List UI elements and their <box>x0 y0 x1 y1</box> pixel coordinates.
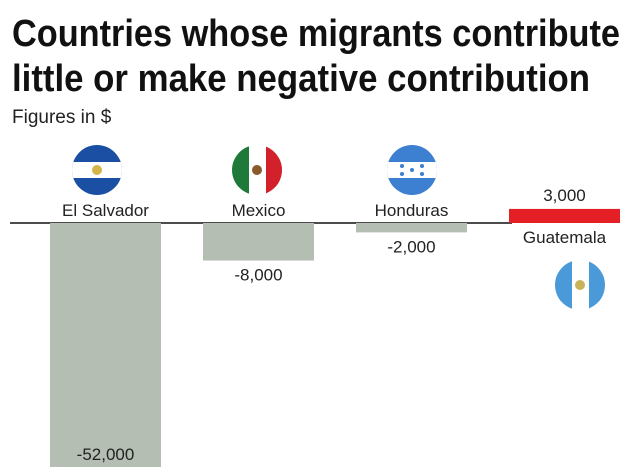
bar <box>509 208 620 223</box>
category-label: Guatemala <box>523 228 607 247</box>
flag <box>555 260 605 310</box>
value-label: -8,000 <box>234 266 282 285</box>
chart-title: little or make negative contribution <box>12 58 590 100</box>
chart-subtitle: Figures in $ <box>12 107 112 128</box>
bar <box>203 223 314 261</box>
chart-title: Countries whose migrants contribute <box>12 13 620 55</box>
value-label: -52,000 <box>77 445 135 464</box>
flag <box>72 145 122 195</box>
category-label: Honduras <box>375 201 449 220</box>
flag <box>232 145 282 195</box>
value-label: -2,000 <box>387 237 435 256</box>
category-label: Mexico <box>232 201 286 220</box>
flag <box>387 145 437 195</box>
category-label: El Salvador <box>62 201 149 220</box>
bar <box>356 223 467 233</box>
bar <box>50 223 161 467</box>
value-label: 3,000 <box>543 186 586 205</box>
